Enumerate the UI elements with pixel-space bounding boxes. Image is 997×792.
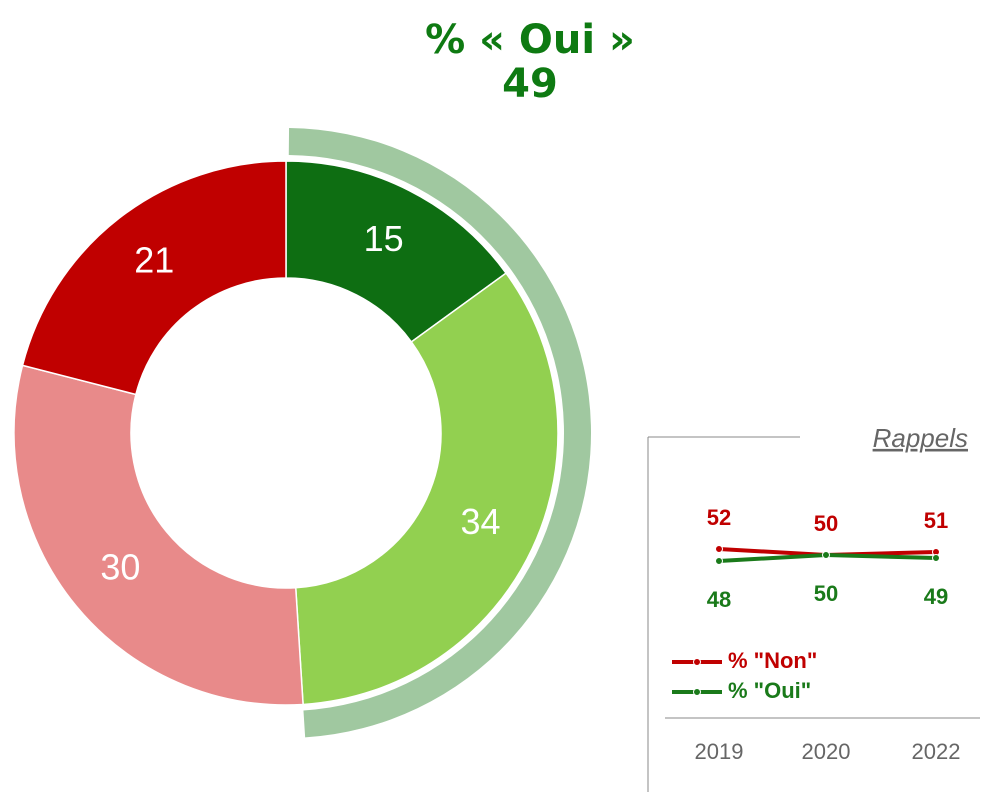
marker <box>822 551 830 559</box>
x-tick-label: 2020 <box>802 739 851 764</box>
data-label: 34 <box>461 501 501 542</box>
legend-marker <box>693 688 701 696</box>
data-label: 50 <box>814 581 838 606</box>
marker <box>715 545 723 553</box>
legend-marker <box>693 658 701 666</box>
x-tick-label: 2022 <box>912 739 961 764</box>
data-label: 15 <box>364 218 404 259</box>
donut-slice <box>21 160 287 396</box>
marker <box>715 557 723 565</box>
chart-title: % « Oui » <box>425 17 635 63</box>
data-label: 48 <box>707 587 731 612</box>
legend-label: % "Oui" <box>728 678 811 703</box>
donut-slice <box>13 364 304 706</box>
data-label: 49 <box>924 584 948 609</box>
data-label: 51 <box>924 508 948 533</box>
headline-value: 49 <box>502 61 558 107</box>
data-label: 21 <box>134 240 174 281</box>
data-label: 50 <box>814 511 838 536</box>
donut-slice <box>294 272 559 706</box>
data-label: 52 <box>707 505 731 530</box>
data-label: 30 <box>100 547 140 588</box>
x-tick-label: 2019 <box>695 739 744 764</box>
marker <box>932 554 940 562</box>
legend-label: % "Non" <box>728 648 817 673</box>
inset-title: Rappels <box>873 423 968 453</box>
